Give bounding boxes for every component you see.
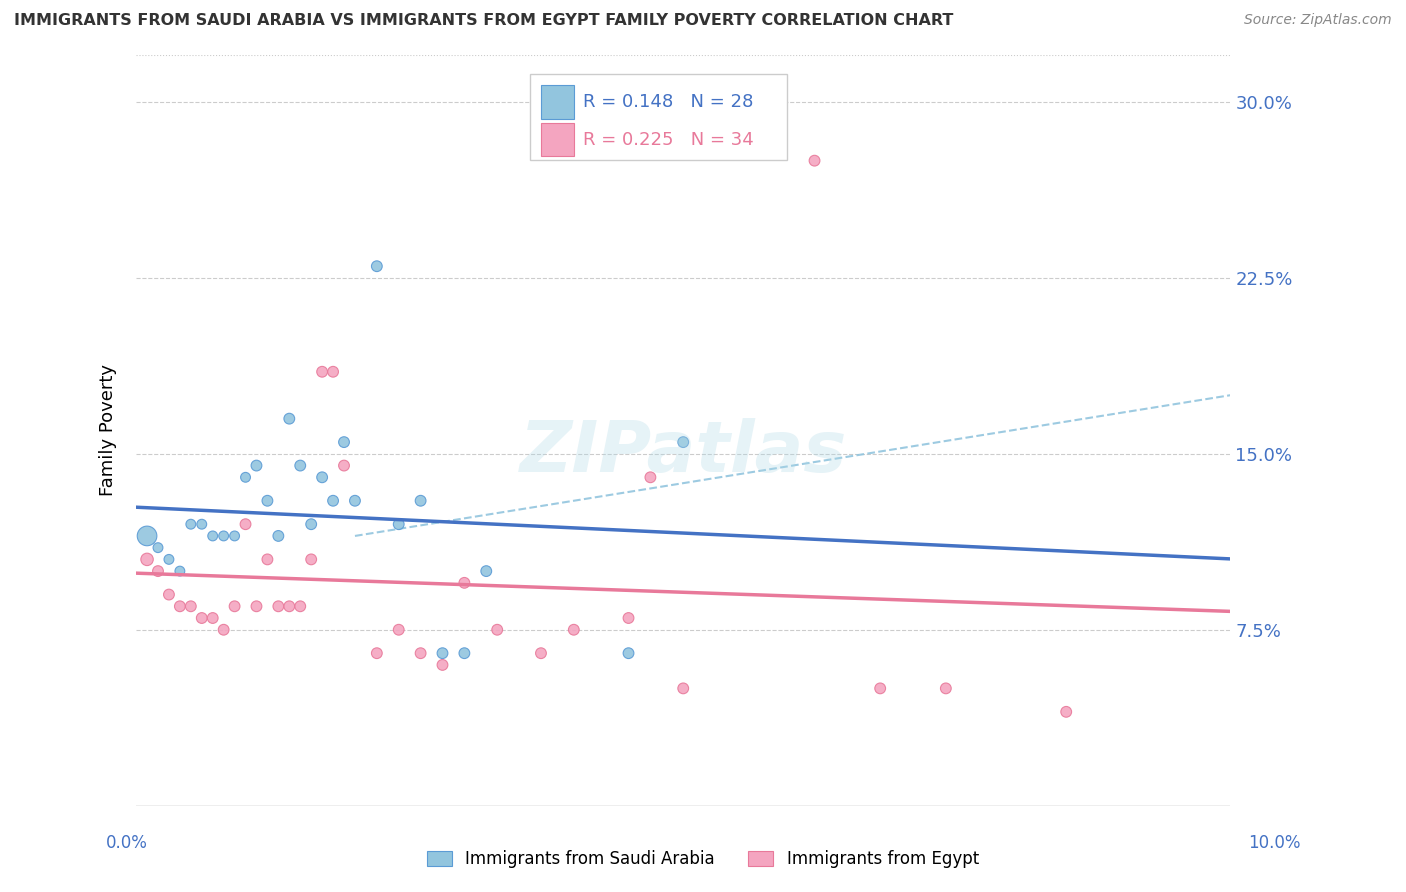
Point: [224, 599, 246, 614]
Point: [245, 599, 267, 614]
Point: [366, 259, 388, 273]
Point: [617, 646, 640, 660]
Text: ZIPatlas: ZIPatlas: [520, 418, 846, 487]
Point: [311, 470, 333, 484]
Point: [278, 599, 301, 614]
Point: [409, 646, 432, 660]
Point: [409, 493, 432, 508]
Point: [311, 365, 333, 379]
Point: [180, 599, 202, 614]
Point: [136, 529, 159, 543]
Text: 10.0%: 10.0%: [1249, 834, 1301, 852]
Point: [530, 646, 553, 660]
Point: [267, 599, 290, 614]
Point: [245, 458, 267, 473]
Point: [1054, 705, 1077, 719]
Point: [803, 153, 825, 168]
Point: [366, 646, 388, 660]
Bar: [541, 85, 574, 119]
Point: [640, 470, 662, 484]
Point: [169, 564, 191, 578]
Point: [432, 646, 454, 660]
Point: [136, 552, 159, 566]
Text: R = 0.148   N = 28: R = 0.148 N = 28: [582, 93, 754, 111]
Point: [453, 646, 475, 660]
Point: [290, 599, 312, 614]
Point: [299, 552, 322, 566]
Point: [617, 611, 640, 625]
Point: [201, 529, 224, 543]
Bar: [541, 123, 574, 156]
Point: [453, 575, 475, 590]
Point: [562, 623, 585, 637]
Point: [290, 458, 312, 473]
Text: IMMIGRANTS FROM SAUDI ARABIA VS IMMIGRANTS FROM EGYPT FAMILY POVERTY CORRELATION: IMMIGRANTS FROM SAUDI ARABIA VS IMMIGRAN…: [14, 13, 953, 29]
Point: [212, 529, 235, 543]
Point: [180, 517, 202, 532]
Text: Source: ZipAtlas.com: Source: ZipAtlas.com: [1244, 13, 1392, 28]
FancyBboxPatch shape: [530, 74, 787, 161]
Point: [157, 552, 180, 566]
Point: [333, 458, 356, 473]
Point: [322, 365, 344, 379]
Point: [278, 411, 301, 425]
Point: [224, 529, 246, 543]
Point: [169, 599, 191, 614]
Point: [388, 517, 411, 532]
Point: [256, 552, 278, 566]
Point: [672, 681, 695, 696]
Point: [322, 493, 344, 508]
Point: [235, 517, 257, 532]
Point: [672, 435, 695, 450]
Y-axis label: Family Poverty: Family Poverty: [100, 365, 117, 496]
Point: [191, 517, 214, 532]
Point: [201, 611, 224, 625]
Point: [235, 470, 257, 484]
Text: 0.0%: 0.0%: [105, 834, 148, 852]
Text: R = 0.225   N = 34: R = 0.225 N = 34: [582, 130, 754, 149]
Point: [256, 493, 278, 508]
Point: [935, 681, 957, 696]
Point: [146, 541, 169, 555]
Legend: Immigrants from Saudi Arabia, Immigrants from Egypt: Immigrants from Saudi Arabia, Immigrants…: [420, 844, 986, 875]
Point: [267, 529, 290, 543]
Point: [486, 623, 509, 637]
Point: [299, 517, 322, 532]
Point: [475, 564, 498, 578]
Point: [432, 657, 454, 672]
Point: [212, 623, 235, 637]
Point: [869, 681, 891, 696]
Point: [333, 435, 356, 450]
Point: [343, 493, 366, 508]
Point: [191, 611, 214, 625]
Point: [157, 588, 180, 602]
Point: [146, 564, 169, 578]
Point: [388, 623, 411, 637]
